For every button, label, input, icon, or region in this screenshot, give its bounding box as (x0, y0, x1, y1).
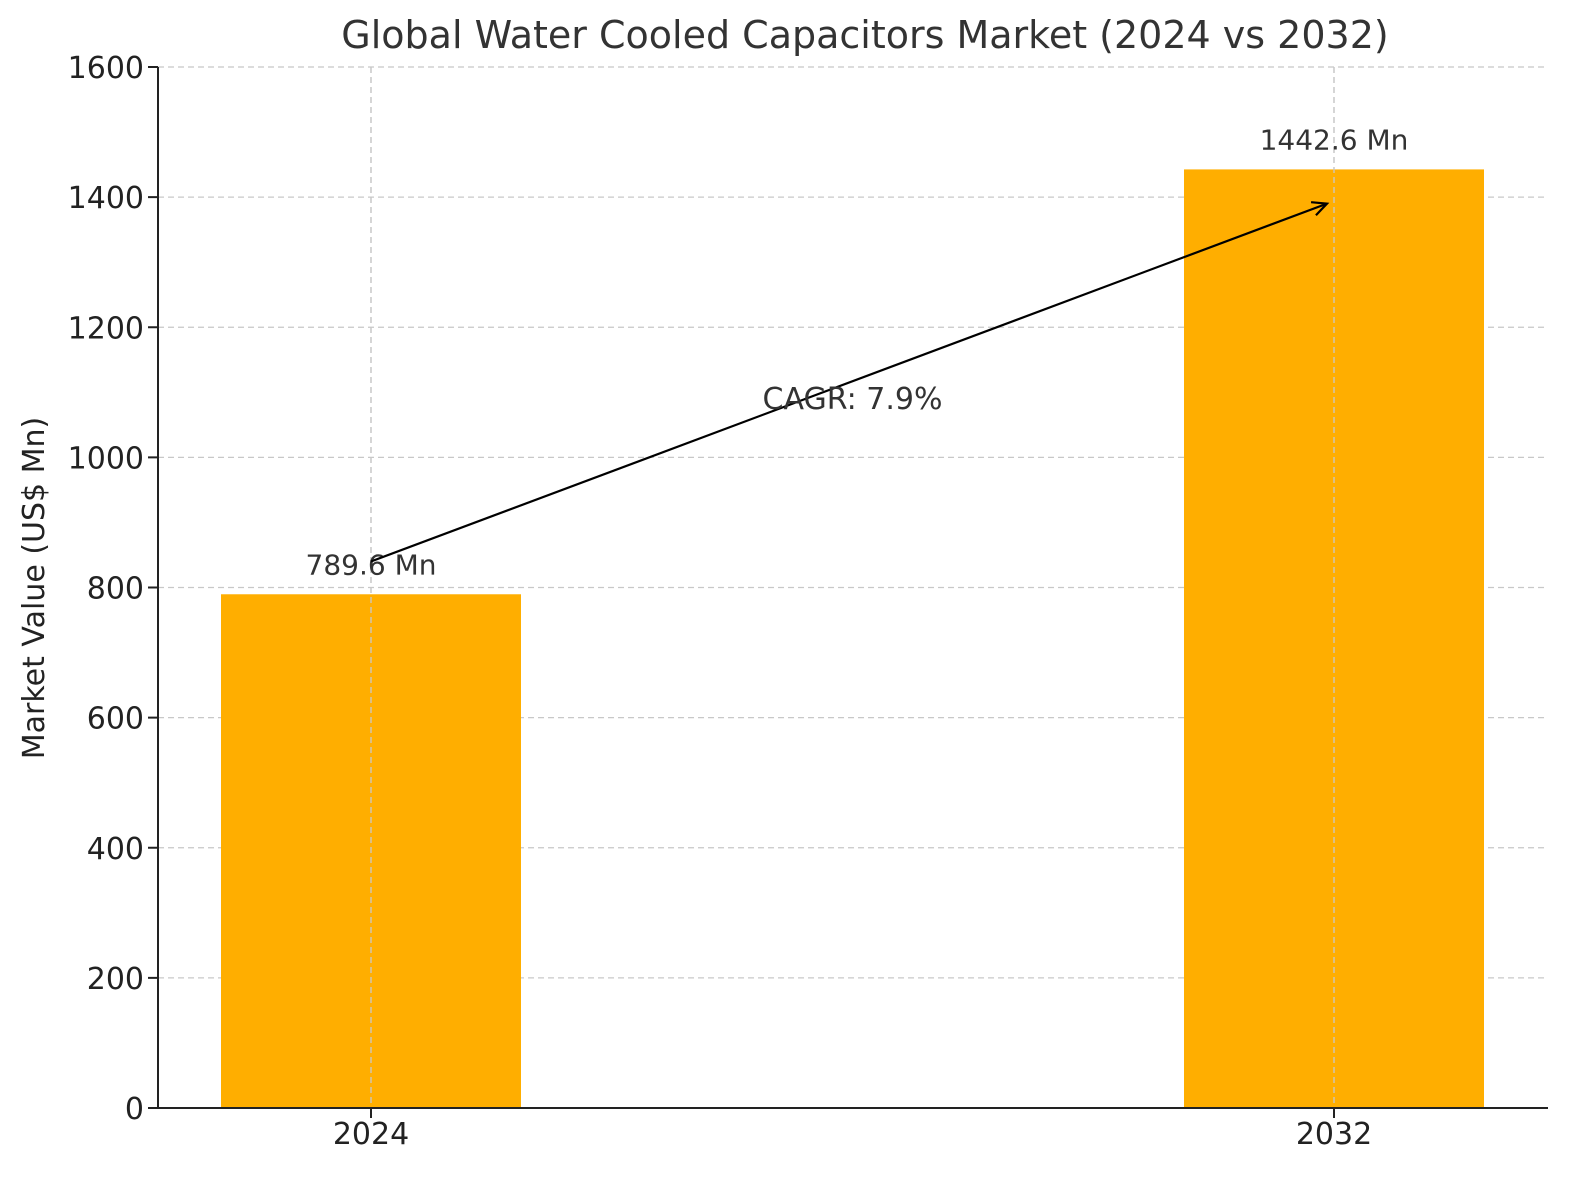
y-tick-label: 400 (87, 832, 144, 867)
data-label: 1442.6 Mn (1260, 123, 1409, 156)
y-tick-label: 200 (87, 962, 144, 997)
chart-title: Global Water Cooled Capacitors Market (2… (341, 13, 1388, 57)
bars (221, 67, 1484, 1108)
data-labels: 789.6 Mn 1442.6 Mn (306, 123, 1409, 581)
y-axis-label: Market Value (US$ Mn) (17, 417, 52, 760)
x-tick-label: 2032 (1296, 1117, 1372, 1152)
y-tick-label: 1000 (68, 441, 144, 476)
y-tick-label: 1200 (68, 311, 144, 346)
axes: 0 200 400 600 800 1000 1200 1400 1600 2024 2032 (68, 51, 1548, 1152)
y-tick-label: 0 (125, 1092, 144, 1127)
cagr-label: CAGR: 7.9% (763, 382, 943, 417)
cagr-annotation: CAGR: 7.9% (370, 201, 1330, 563)
y-tick-label: 1600 (68, 51, 144, 86)
cagr-arrow (370, 202, 1328, 563)
y-tick-label: 1400 (68, 181, 144, 216)
y-tick-label: 600 (87, 702, 144, 737)
x-tick-label: 2024 (333, 1117, 409, 1152)
data-label: 789.6 Mn (306, 548, 437, 581)
y-tick-label: 800 (87, 572, 144, 607)
cagr-arrow-head (1310, 201, 1330, 216)
